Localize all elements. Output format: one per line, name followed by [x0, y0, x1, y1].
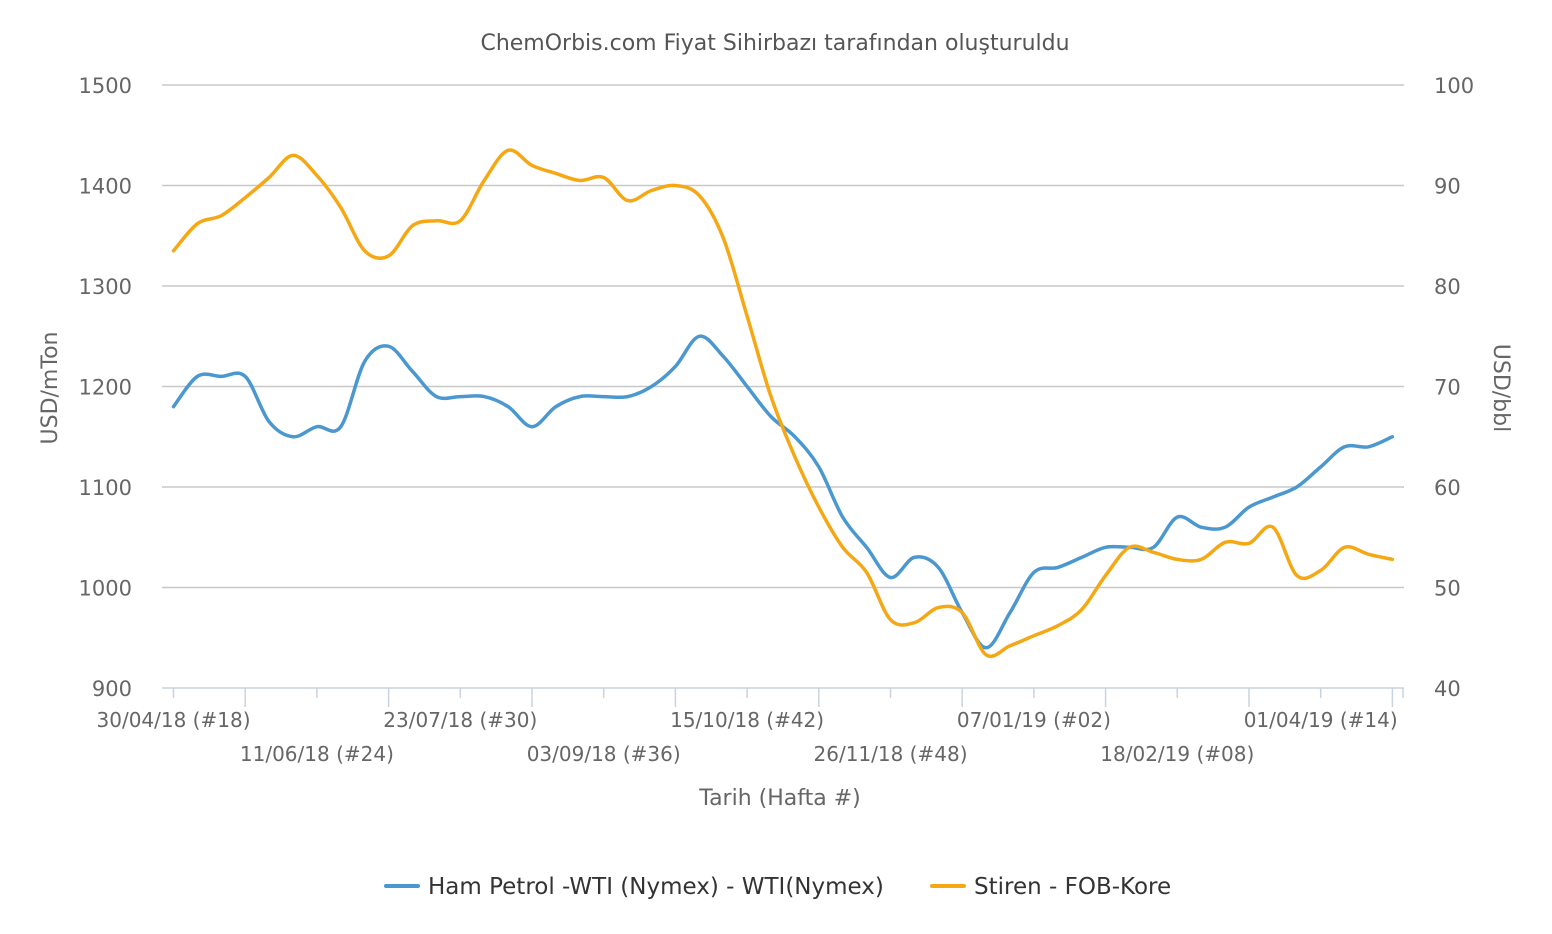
y-axis-right-tick-label: 90: [1434, 175, 1461, 199]
y-axis-right-ticks: 40 50 60 70 80 90 100: [1434, 74, 1474, 701]
y-axis-left-tick-label: 1100: [79, 476, 132, 500]
y-axis-right-tick-label: 50: [1434, 577, 1461, 601]
y-axis-left-tick-label: 1000: [79, 577, 132, 601]
y-axis-right-tick-label: 60: [1434, 476, 1461, 500]
x-axis-tick-label: 30/04/18 (#18): [97, 708, 251, 732]
x-axis-tick-label: 11/06/18 (#24): [240, 742, 394, 766]
chart-title: ChemOrbis.com Fiyat Sihirbazı tarafından…: [480, 31, 1069, 56]
series-line-stiren-fob-kore: [171, 148, 1395, 658]
y-axis-left-tick-label: 1500: [79, 74, 132, 98]
x-axis-tick-label: 18/02/19 (#08): [1100, 742, 1254, 766]
y-axis-right-title: USD/bbl: [1488, 344, 1513, 432]
x-axis-tick-label: 23/07/18 (#30): [383, 708, 537, 732]
x-axis: 30/04/18 (#18) 11/06/18 (#24) 23/07/18 (#3…: [97, 687, 1404, 766]
y-axis-right-tick-label: 70: [1434, 376, 1461, 400]
x-axis-tick-label: 03/09/18 (#36): [527, 742, 681, 766]
y-axis-left-tick-label: 1300: [79, 275, 132, 299]
x-axis-tick-label: 01/04/19 (#14): [1244, 708, 1398, 732]
y-axis-left-tick-label: 1400: [79, 175, 132, 199]
legend: Ham Petrol -WTI (Nymex) - WTI(Nymex) Stir…: [384, 874, 1171, 900]
x-axis-tick-label: 15/10/18 (#42): [670, 708, 824, 732]
y-axis-left-title: USD/mTon: [38, 332, 63, 445]
series-lines: [171, 148, 1395, 658]
grid-lines: [162, 84, 1404, 589]
y-axis-right-tick-label: 40: [1434, 677, 1461, 701]
legend-label: Stiren - FOB-Kore: [974, 874, 1171, 900]
legend-label: Ham Petrol -WTI (Nymex) - WTI(Nymex): [428, 874, 884, 900]
series-line-ham-petrol-wti: [171, 334, 1395, 650]
x-axis-tick-label: 26/11/18 (#48): [814, 742, 968, 766]
x-axis-tick-label: 07/01/19 (#02): [957, 708, 1111, 732]
x-axis-title: Tarih (Hafta #): [698, 786, 860, 811]
y-axis-right-tick-label: 80: [1434, 275, 1461, 299]
y-axis-left-ticks: 900 1000 1100 1200 1300 1400 1500: [79, 74, 132, 701]
y-axis-left-tick-label: 1200: [79, 376, 132, 400]
y-axis-right-tick-label: 100: [1434, 74, 1474, 98]
y-axis-left-tick-label: 900: [92, 677, 132, 701]
